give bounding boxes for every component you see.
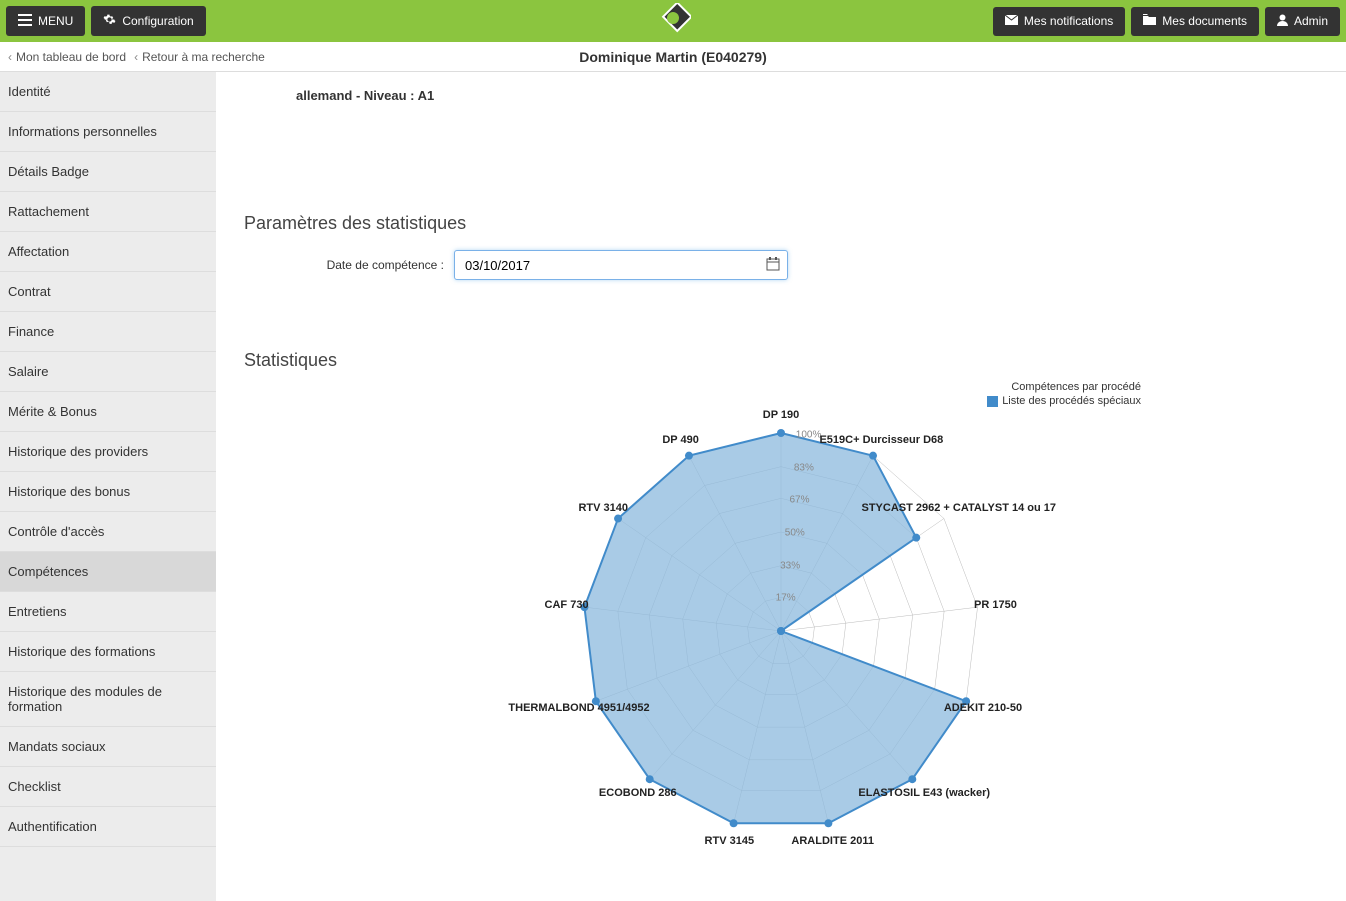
ring-label: 67% [789,494,809,505]
legend-series: Liste des procédés spéciaux [987,395,1141,407]
chart-legend: Compétences par procédé Liste des procéd… [987,381,1141,407]
sidebar-item[interactable]: Mérite & Bonus [0,392,216,432]
admin-button-label: Admin [1294,14,1328,28]
sidebar-item[interactable]: Entretiens [0,592,216,632]
radar-chart: Compétences par procédé Liste des procéd… [421,381,1141,861]
sidebar-item[interactable]: Historique des bonus [0,472,216,512]
sidebar-item[interactable]: Historique des modules de formation [0,672,216,727]
documents-button-label: Mes documents [1162,14,1247,28]
ring-label: 33% [780,561,800,572]
sidebar: IdentitéInformations personnellesDétails… [0,72,216,901]
ring-label: 83% [794,463,814,474]
date-input[interactable] [454,250,788,280]
breadcrumb-row: ‹ Mon tableau de bord ‹ Retour à ma rech… [0,42,1346,72]
ring-label: 100% [796,429,822,440]
sidebar-item[interactable]: Salaire [0,352,216,392]
date-label: Date de compétence : [324,258,444,272]
sidebar-item[interactable]: Authentification [0,807,216,847]
axis-label: ECOBOND 286 [599,787,677,799]
axis-label: ARALDITE 2011 [791,835,874,847]
ring-label: 50% [785,527,805,538]
legend-series-label: Liste des procédés spéciaux [1002,395,1141,407]
sidebar-item[interactable]: Informations personnelles [0,112,216,152]
sidebar-item[interactable]: Contrat [0,272,216,312]
sidebar-item[interactable]: Historique des formations [0,632,216,672]
gear-icon [103,13,116,29]
sidebar-item[interactable]: Rattachement [0,192,216,232]
ring-label: 17% [776,592,796,603]
folder-icon [1143,14,1156,28]
axis-label: DP 490 [662,434,699,446]
stats-params-heading: Paramètres des statistiques [244,213,1318,234]
sidebar-item[interactable]: Contrôle d'accès [0,512,216,552]
language-level-text: allemand - Niveau : A1 [296,88,1318,103]
axis-label: RTV 3140 [578,502,628,514]
axis-label: DP 190 [763,409,800,421]
axis-label: THERMALBOND 4951/4952 [508,702,649,714]
sidebar-item[interactable]: Mandats sociaux [0,727,216,767]
menu-button[interactable]: MENU [6,6,85,36]
user-icon [1277,14,1288,29]
sidebar-item[interactable]: Identité [0,72,216,112]
sidebar-item[interactable]: Checklist [0,767,216,807]
chevron-left-icon: ‹ [8,50,12,64]
axis-label: RTV 3145 [705,835,755,847]
chevron-left-icon: ‹ [134,50,138,64]
menu-button-label: MENU [38,14,73,28]
envelope-icon [1005,14,1018,28]
legend-swatch [987,396,998,407]
configuration-button-label: Configuration [122,14,193,28]
date-row: Date de compétence : [324,250,1318,280]
axis-label: PR 1750 [974,599,1017,611]
breadcrumb-back-search[interactable]: Retour à ma recherche [142,50,265,64]
axis-label: ADEKIT 210-50 [944,702,1022,714]
hamburger-icon [18,14,32,29]
breadcrumb-dashboard[interactable]: Mon tableau de bord [16,50,126,64]
documents-button[interactable]: Mes documents [1131,7,1259,36]
stats-heading: Statistiques [244,350,1318,371]
axis-label: ELASTOSIL E43 (wacker) [858,787,990,799]
sidebar-item[interactable]: Détails Badge [0,152,216,192]
main-content: allemand - Niveau : A1 Paramètres des st… [216,72,1346,901]
sidebar-item[interactable]: Historique des providers [0,432,216,472]
sidebar-item[interactable]: Compétences [0,552,216,592]
notifications-button-label: Mes notifications [1024,14,1113,28]
topbar: MENU Configuration Mes notifications Mes… [0,0,1346,42]
sidebar-item[interactable]: Affectation [0,232,216,272]
admin-button[interactable]: Admin [1265,7,1340,36]
axis-label: E519C+ Durcisseur D68 [819,434,943,446]
axis-label: CAF 730 [545,599,589,611]
sidebar-item[interactable]: Finance [0,312,216,352]
app-logo [655,3,691,39]
axis-label: STYCAST 2962 + CATALYST 14 ou 17 [862,502,1057,514]
notifications-button[interactable]: Mes notifications [993,7,1125,36]
calendar-icon[interactable] [766,257,780,274]
configuration-button[interactable]: Configuration [91,6,205,36]
legend-title: Compétences par procédé [987,381,1141,393]
page-title: Dominique Martin (E040279) [579,49,767,65]
